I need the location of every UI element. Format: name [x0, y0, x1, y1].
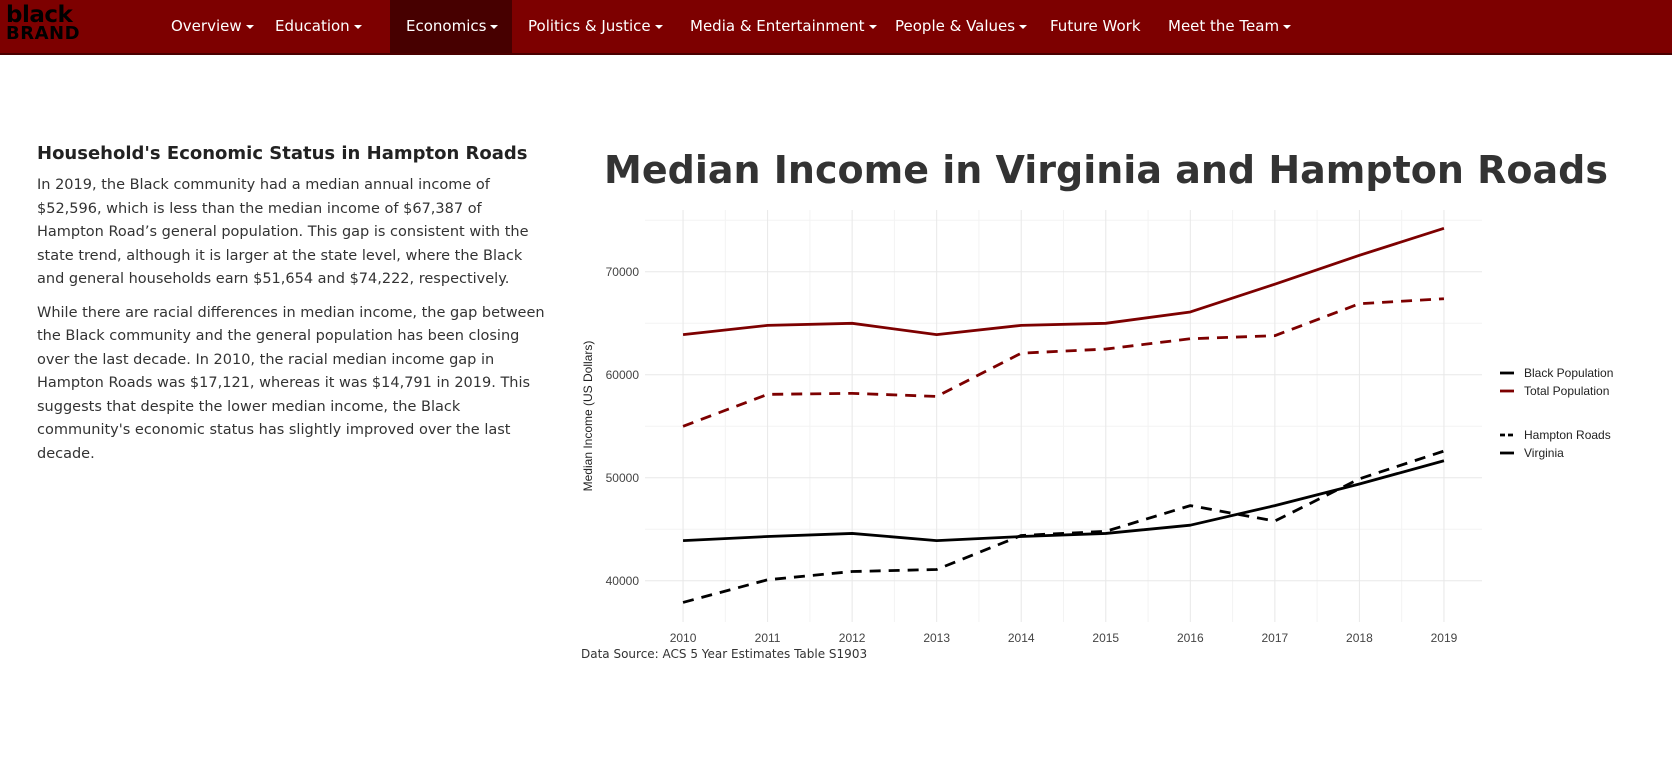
nav-politics-justice[interactable]: Politics & Justice [512, 0, 679, 53]
paragraph-1: In 2019, the Black community had a media… [37, 177, 529, 287]
nav-economics[interactable]: Economics [390, 0, 512, 53]
nav-meet-the-team[interactable]: Meet the Team [1152, 0, 1307, 53]
y-tick-label: 50000 [606, 471, 640, 485]
x-tick-label: 2012 [839, 631, 866, 645]
series-line [682, 297, 1445, 428]
chevron-down-icon [654, 24, 663, 29]
y-axis-label: Median Income (US Dollars) [581, 341, 595, 492]
chart-title: Median Income in Virginia and Hampton Ro… [604, 148, 1608, 192]
nav-people-values[interactable]: People & Values [879, 0, 1043, 53]
legend-label: Hampton Roads [1524, 428, 1611, 442]
x-tick-label: 2010 [670, 631, 697, 645]
brand-logo-line2: BRAND [6, 23, 81, 44]
brand-logo-line1: black [6, 2, 73, 28]
chevron-down-icon [490, 24, 499, 29]
series-line [682, 459, 1445, 543]
nav-overview-label: Overview [171, 17, 242, 35]
data-source: Data Source: ACS 5 Year Estimates Table … [581, 647, 868, 661]
legend-label: Virginia [1524, 446, 1564, 460]
x-tick-label: 2014 [1008, 631, 1035, 645]
nav-politics-justice-label: Politics & Justice [528, 17, 651, 35]
section-heading: Household's Economic Status in Hampton R… [37, 143, 528, 164]
y-tick-label: 60000 [606, 368, 640, 382]
nav-meet-the-team-label: Meet the Team [1168, 17, 1280, 35]
nav-media-entertainment[interactable]: Media & Entertainment [674, 0, 893, 53]
nav-people-values-label: People & Values [895, 17, 1016, 35]
series-line [682, 226, 1445, 337]
economic-status-text: Household's Economic Status in Hampton R… [37, 143, 549, 476]
chevron-down-icon [245, 24, 254, 29]
nav-future-work-label: Future Work [1050, 17, 1141, 35]
legend-label: Total Population [1524, 384, 1609, 398]
nav-education[interactable]: Education [259, 0, 378, 53]
chevron-down-icon [868, 24, 877, 29]
chevron-down-icon [1283, 24, 1292, 29]
x-tick-label: 2013 [923, 631, 950, 645]
nav-overview[interactable]: Overview [155, 0, 270, 53]
chevron-down-icon [353, 24, 362, 29]
x-tick-label: 2018 [1346, 631, 1373, 645]
x-tick-label: 2015 [1092, 631, 1119, 645]
median-income-chart: Median Income in Virginia and Hampton Ro… [581, 148, 1613, 645]
legend-label: Black Population [1524, 366, 1613, 380]
brand-logo[interactable]: black BRAND [6, 4, 86, 48]
x-tick-label: 2011 [755, 631, 781, 645]
y-tick-label: 40000 [606, 574, 640, 588]
paragraph-2: While there are racial differences in me… [37, 304, 545, 462]
top-navbar: black BRAND Overview Education Economics… [0, 0, 1672, 55]
nav-future-work[interactable]: Future Work [1034, 0, 1157, 53]
nav-education-label: Education [275, 17, 350, 35]
chevron-down-icon [1019, 24, 1028, 29]
x-tick-label: 2016 [1177, 631, 1204, 645]
series-line [682, 449, 1445, 604]
nav-economics-label: Economics [406, 17, 487, 35]
x-tick-label: 2017 [1262, 631, 1289, 645]
y-tick-label: 70000 [606, 265, 640, 279]
nav-media-entertainment-label: Media & Entertainment [690, 17, 865, 35]
x-tick-label: 2019 [1431, 631, 1458, 645]
